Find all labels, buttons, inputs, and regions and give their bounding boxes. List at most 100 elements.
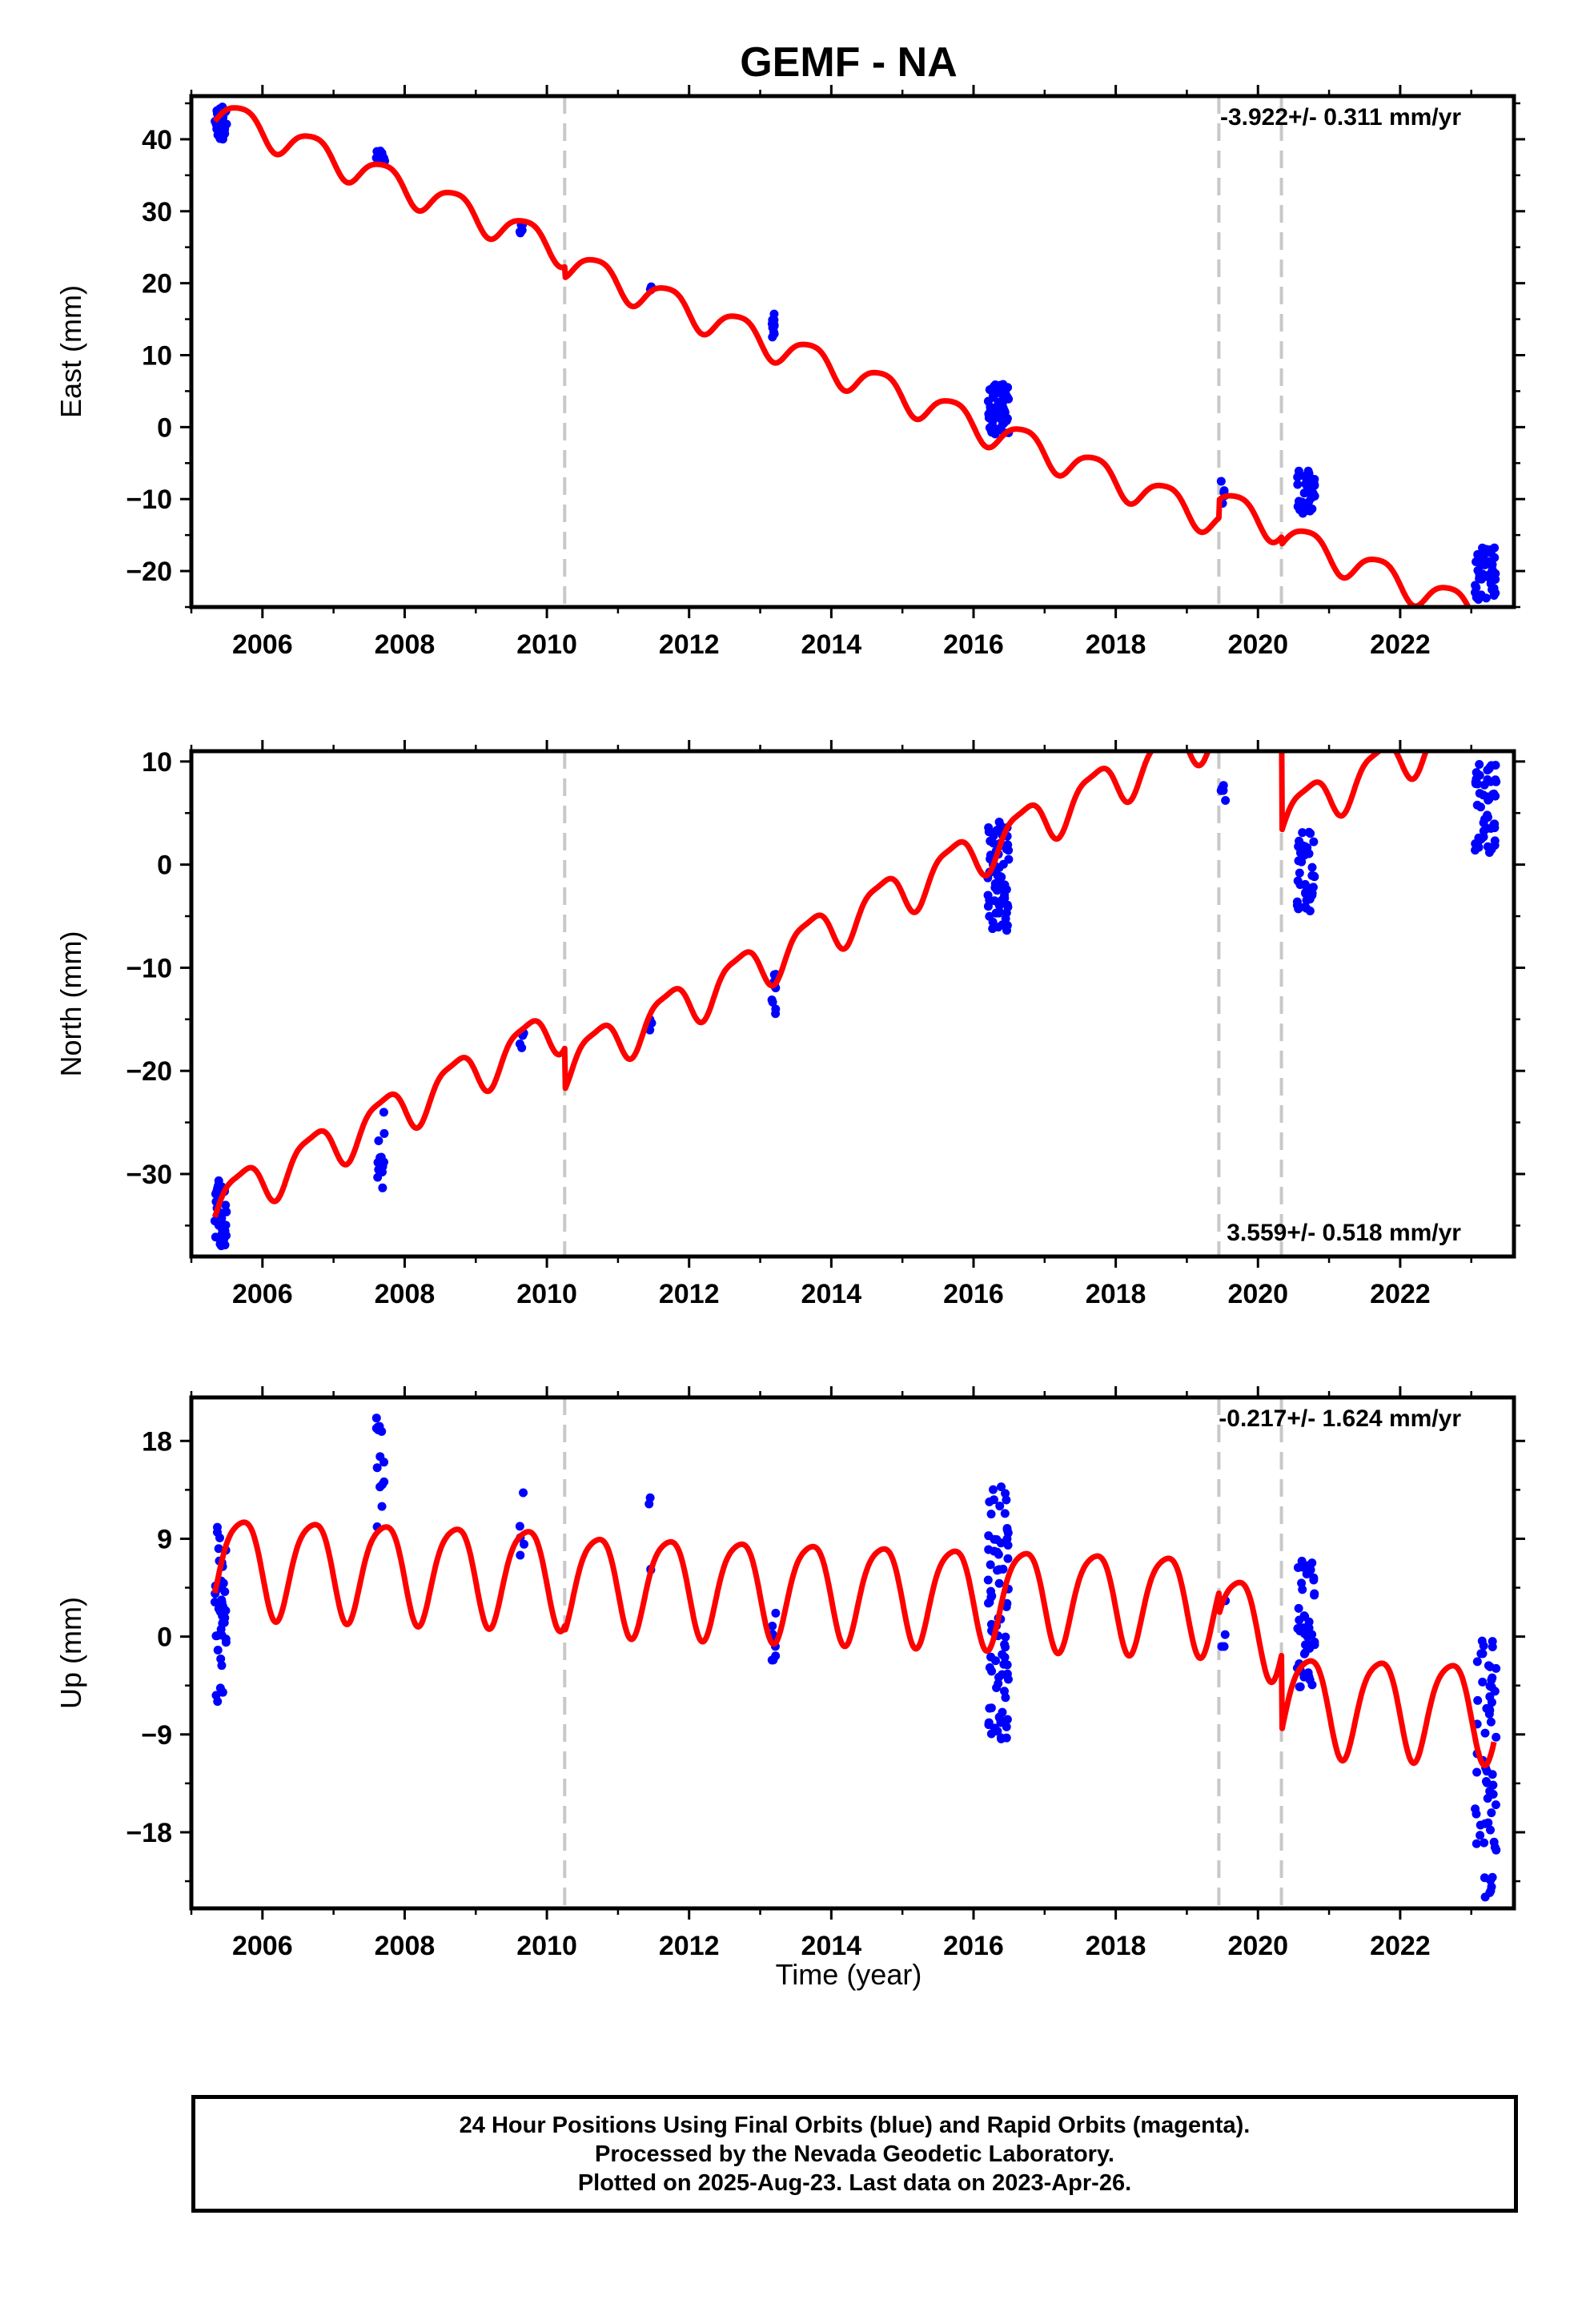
data-point	[988, 1485, 998, 1494]
data-point	[1219, 781, 1228, 790]
data-point	[1476, 1649, 1486, 1659]
x-tick-label: 2006	[232, 1931, 293, 1961]
data-point	[988, 390, 998, 400]
x-tick-label: 2010	[516, 629, 577, 660]
data-point	[1471, 846, 1480, 855]
data-point	[1310, 1640, 1319, 1650]
data-point	[1484, 1818, 1493, 1827]
data-point	[1491, 1800, 1500, 1810]
data-point	[216, 1624, 226, 1634]
data-point	[996, 384, 1006, 393]
data-point	[371, 1413, 381, 1423]
data-point	[1295, 1682, 1304, 1691]
data-point	[1310, 1589, 1319, 1598]
y-tick-label: 20	[142, 269, 172, 300]
data-point	[984, 1531, 994, 1541]
data-point	[1487, 1808, 1496, 1818]
data-point	[1479, 790, 1488, 800]
data-point	[375, 1452, 385, 1462]
data-point	[998, 1564, 1008, 1574]
data-point	[1472, 1657, 1482, 1667]
data-point	[986, 1652, 996, 1662]
data-point	[1295, 903, 1305, 912]
data-point	[994, 907, 1004, 916]
data-point	[516, 1550, 525, 1560]
x-tick-label: 2008	[375, 1279, 436, 1309]
x-tick-label: 2018	[1086, 629, 1146, 660]
data-point	[994, 862, 1004, 872]
data-point	[372, 1463, 382, 1473]
x-tick-label: 2022	[1370, 1279, 1431, 1309]
data-point	[999, 1659, 1009, 1669]
data-point	[984, 413, 994, 423]
data-point	[520, 1539, 529, 1549]
y-tick-label: −9	[141, 1720, 172, 1751]
data-point	[1488, 1872, 1497, 1882]
data-point	[214, 1604, 223, 1614]
data-point	[1485, 569, 1495, 579]
data-point	[218, 135, 227, 144]
data-point	[219, 1618, 229, 1627]
data-point	[1482, 1703, 1492, 1713]
y-tick-label: 0	[157, 412, 172, 443]
data-point	[515, 1522, 524, 1531]
y-tick-label: 10	[142, 747, 172, 778]
data-point	[372, 147, 382, 156]
data-point	[213, 1646, 223, 1655]
data-point	[216, 1654, 226, 1663]
east-plot-frame	[189, 94, 1516, 609]
data-point	[1301, 889, 1311, 899]
x-tick-label: 2016	[943, 1279, 1004, 1309]
data-point	[1216, 476, 1226, 486]
data-point	[1480, 814, 1489, 824]
data-point	[1302, 1569, 1311, 1578]
data-point	[1489, 1837, 1499, 1847]
data-point	[1492, 1663, 1501, 1673]
y-tick-label: −10	[126, 485, 172, 515]
data-point	[1482, 823, 1492, 833]
data-point	[1307, 862, 1317, 872]
data-point	[1485, 762, 1495, 772]
data-point	[215, 1683, 225, 1693]
data-point	[1002, 1598, 1012, 1608]
data-point	[998, 1707, 1007, 1717]
data-point	[994, 1550, 1003, 1559]
data-point	[994, 1578, 1004, 1588]
data-point	[1002, 1495, 1011, 1505]
data-point	[1491, 775, 1500, 785]
east-y-axis-label: East (mm)	[54, 285, 87, 418]
data-point	[217, 1661, 227, 1671]
data-point	[984, 1545, 994, 1554]
x-axis-label: Time (year)	[776, 1958, 922, 1991]
x-tick-label: 2006	[232, 629, 293, 660]
data-point	[1473, 1695, 1483, 1705]
data-point	[1490, 1687, 1500, 1696]
data-point	[995, 1502, 1005, 1511]
data-point	[990, 879, 1000, 888]
data-point	[644, 1499, 654, 1509]
data-point	[374, 1164, 383, 1174]
data-point	[1472, 583, 1481, 593]
data-point	[1482, 1767, 1492, 1776]
footer-line-1: 24 Hour Positions Using Final Orbits (bl…	[459, 2112, 1251, 2138]
up-panel: 2006 2008 2010 2012 2014 2016 2018 2020 2022 18 9 0…	[54, 1386, 1525, 1961]
north-rate-annotation: 3.559+/- 0.518 mm/yr	[1227, 1220, 1461, 1246]
data-point	[771, 1608, 781, 1618]
y-tick-label: −30	[126, 1160, 172, 1190]
y-tick-label: −10	[126, 953, 172, 983]
data-point	[221, 1606, 231, 1615]
x-tick-label: 2010	[516, 1279, 577, 1309]
data-point	[515, 1039, 524, 1049]
data-point	[1489, 819, 1499, 829]
data-point	[213, 1697, 223, 1707]
data-point	[1486, 1717, 1496, 1727]
data-point	[1295, 1626, 1305, 1636]
data-point	[218, 125, 227, 135]
data-point	[212, 1527, 222, 1537]
model-curve	[211, 751, 1429, 1218]
data-point	[1472, 1767, 1482, 1777]
model-curve	[212, 105, 1472, 607]
data-point	[995, 424, 1005, 433]
x-tick-label: 2006	[232, 1279, 293, 1309]
